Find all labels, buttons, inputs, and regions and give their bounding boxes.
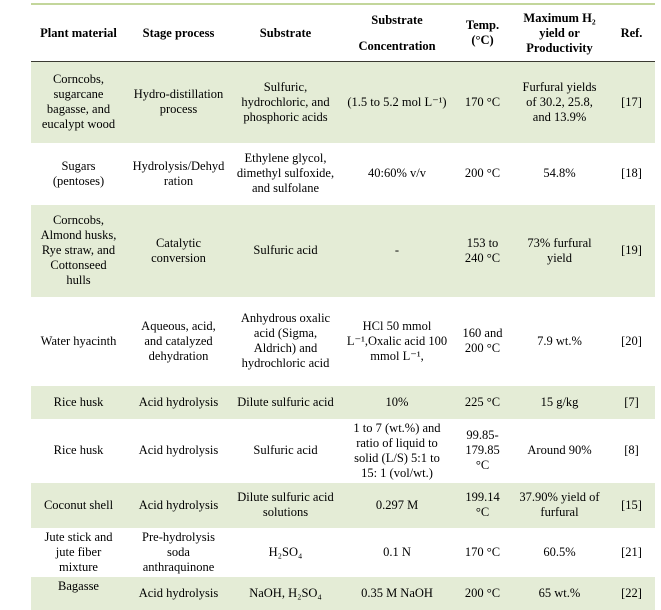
col-header-max-h2-yield: Maximum H₂ yield or Productivity: [511, 4, 608, 62]
table-cell: Dilute sulfuric acid: [237, 394, 334, 409]
table-cell: 153 to 240 °C: [464, 235, 501, 265]
table-cell: Sulfuric acid: [253, 243, 318, 257]
table-cell: Around 90%: [527, 443, 592, 457]
table-cell: 199.14 °C: [465, 490, 500, 519]
table-cell: NaOH, H₂SO₄: [249, 585, 322, 600]
header-row: Plant material Stage process Substrate S…: [31, 4, 655, 62]
table-cell: [7]: [624, 394, 639, 409]
table-cell: 65 wt.%: [538, 585, 581, 600]
table-cell: [20]: [621, 333, 642, 348]
table-cell: Anhydrous oxalic acid (Sigma, Aldrich) a…: [240, 311, 331, 370]
table-cell: 0.1 N: [383, 544, 411, 559]
table-row: Water hyacinth Aqueous, acid, and cataly…: [31, 297, 655, 386]
table-cell: Water hyacinth: [40, 333, 117, 348]
table-cell: Catalytic conversion: [151, 235, 206, 265]
table-cell: 40:60% v/v: [368, 166, 426, 180]
table-cell: 37.90% yield of furfural: [519, 490, 600, 519]
table-cell: Jute stick and jute fiber mixture: [44, 529, 113, 574]
table-cell: Coconut shell: [43, 497, 114, 512]
table-cell: 200 °C: [464, 166, 501, 180]
table-cell: Sulfuric acid: [253, 443, 318, 457]
col-header-plant-material: Plant material: [31, 4, 126, 62]
table-cell: Hydrolysis/Dehydration: [132, 158, 225, 188]
table-cell: Corncobs, sugarcane bagasse, and eucalyp…: [41, 72, 116, 132]
table-cell: Sulfuric, hydrochloric, and phosphoric a…: [241, 79, 330, 124]
table-cell: Acid hydrolysis: [138, 585, 219, 600]
table-cell: Corncobs, Almond husks, Rye straw, and C…: [40, 213, 117, 287]
table-cell: Acid hydrolysis: [138, 498, 219, 512]
table-cell: Bagasse: [58, 578, 99, 593]
table-cell: [19]: [621, 243, 642, 257]
table-cell: Sugars (pentoses): [52, 158, 105, 188]
table-cell: 10%: [385, 394, 409, 409]
table-cell: [8]: [624, 443, 639, 457]
table-cell: 73% furfural yield: [527, 235, 592, 265]
table-cell: -: [394, 243, 400, 257]
table-row: Coconut shell Acid hydrolysis Dilute sul…: [31, 482, 655, 528]
table-cell: Dilute sulfuric acid solutions: [237, 490, 334, 519]
table-cell: 99.85-179.85 °C: [465, 428, 500, 472]
table-cell: Rice husk: [53, 394, 104, 409]
table-cell: 54.8%: [543, 166, 576, 180]
table-cell: Hydro-distillation process: [133, 87, 224, 117]
table-cell: [18]: [621, 166, 642, 180]
col-header-substrate-concentration: Substrate Concentration: [340, 4, 454, 62]
col-header-substrate: Substrate: [231, 4, 340, 62]
table-cell: 170 °C: [464, 94, 501, 109]
table-row: Rice husk Acid hydrolysis Sulfuric acid …: [31, 419, 655, 483]
table-row: Sugars (pentoses) Hydrolysis/Dehydration…: [31, 143, 655, 205]
table-cell: Acid hydrolysis: [138, 394, 219, 409]
table-row: Corncobs, Almond husks, Rye straw, and C…: [31, 204, 655, 297]
furfural-production-table: Plant material Stage process Substrate S…: [31, 3, 655, 610]
table-cell: 160 and 200 °C: [462, 326, 503, 355]
table-cell: [15]: [621, 497, 642, 512]
table-cell: Furfural yields of 30.2, 25.8, and 13.9%: [522, 79, 597, 124]
furfural-production-table-container: Plant material Stage process Substrate S…: [31, 3, 655, 610]
table-cell: 0.35 M NaOH: [361, 585, 433, 600]
table-cell: [17]: [621, 94, 642, 109]
table-cell: Rice husk: [53, 443, 104, 457]
table-cell: H₂SO₄: [268, 544, 303, 559]
table-cell: HCl 50 mmol L⁻¹,Oxalic acid 100 mmol L⁻¹…: [346, 318, 448, 363]
table-cell: 0.297 M: [375, 497, 419, 512]
table-cell: [22]: [621, 585, 642, 600]
table-cell: 15 g/kg: [540, 394, 579, 409]
table-cell: Acid hydrolysis: [138, 443, 219, 457]
table-row: Rice husk Acid hydrolysis Dilute sulfuri…: [31, 385, 655, 419]
table-cell: 200 °C: [464, 585, 501, 600]
col-header-stage-process: Stage process: [126, 4, 231, 62]
table-cell: 60.5%: [543, 544, 576, 559]
table-row: Corncobs, sugarcane bagasse, and eucalyp…: [31, 61, 655, 143]
table-cell: 225 °C: [464, 394, 501, 409]
col-header-temp: Temp. (°C): [454, 4, 511, 62]
table-cell: 1 to 7 (wt.%) and ratio of liquid to sol…: [353, 420, 441, 480]
col-header-ref: Ref.: [608, 4, 655, 62]
table-cell: Aqueous, acid, and catalyzed dehydration: [141, 318, 216, 363]
table-cell: [21]: [621, 544, 642, 559]
table-row: Jute stick and jute fiber mixture Pre-hy…: [31, 528, 655, 577]
table-cell: Ethylene glycol, dimethyl sulfoxide, and…: [236, 151, 335, 195]
table-cell: Pre-hydrolysis soda anthraquinone: [142, 529, 215, 574]
table-cell: 7.9 wt.%: [537, 333, 582, 348]
table-row: Bagasse Acid hydrolysis NaOH, H₂SO₄ 0.35…: [31, 576, 655, 610]
table-cell: 170 °C: [464, 544, 501, 559]
table-cell: (1.5 to 5.2 mol L⁻¹): [347, 94, 447, 109]
